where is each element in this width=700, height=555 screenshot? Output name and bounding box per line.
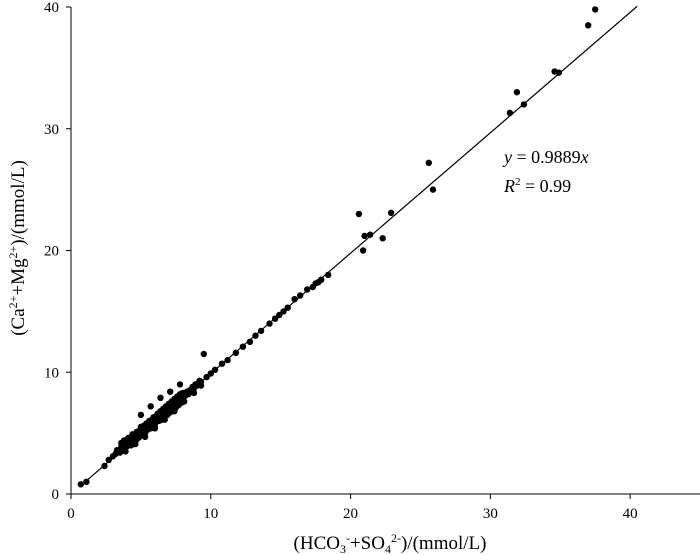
data-point [83,478,90,485]
y-tick-label: 0 [52,487,60,503]
data-point [147,403,154,410]
data-point [506,109,514,117]
data-point [200,350,207,358]
data-point [167,388,174,395]
trendline [80,5,638,487]
data-point [127,434,135,442]
x-axis-title: (HCO3-+SO42-)/(mmol/L) [294,531,487,555]
data-point [136,427,143,434]
y-tick-label: 20 [44,244,59,260]
data-point [77,481,85,488]
ticks: 0 10 20 30 40 0 10 20 30 40 [44,0,638,522]
data-point [181,398,188,405]
data-point [151,425,159,432]
x-tick-label: 40 [623,506,638,522]
data-point [137,411,145,419]
data-point [161,416,168,423]
data-point [366,231,374,238]
x-tick-label: 0 [67,506,75,522]
y-tick-label: 10 [44,365,59,381]
data-point [318,276,325,283]
x-tick-label: 20 [343,506,358,522]
data-point [246,338,254,345]
y-axis-title: (Ca2++Mg2+)/(mmol/L) [6,160,29,336]
data-point [555,69,562,76]
data-point [387,209,395,216]
data-point [141,433,149,440]
y-tick-label: 40 [44,0,59,16]
equation-label: y = 0.9889x [502,147,589,167]
data-point [355,210,363,218]
data-point [425,159,432,166]
data-point [359,247,367,254]
data-point [592,6,599,13]
data-point [379,235,386,242]
y-tick-label: 30 [44,122,59,138]
data-point [585,22,592,29]
data-point [190,389,198,397]
data-point [361,232,368,240]
x-tick-label: 10 [203,506,218,522]
data-point [513,89,521,96]
data-point [304,286,311,293]
x-tick-label: 30 [483,506,498,522]
data-point [132,440,139,448]
data-point [105,456,112,464]
data-point [122,448,129,455]
data-point [176,381,184,388]
data-point [429,186,437,193]
r-squared-label: R2 = 0.99 [503,176,571,196]
data-point [157,394,164,401]
trendline-group [80,5,638,487]
data-point [297,292,304,299]
data-points [77,6,599,488]
data-point [171,408,178,415]
